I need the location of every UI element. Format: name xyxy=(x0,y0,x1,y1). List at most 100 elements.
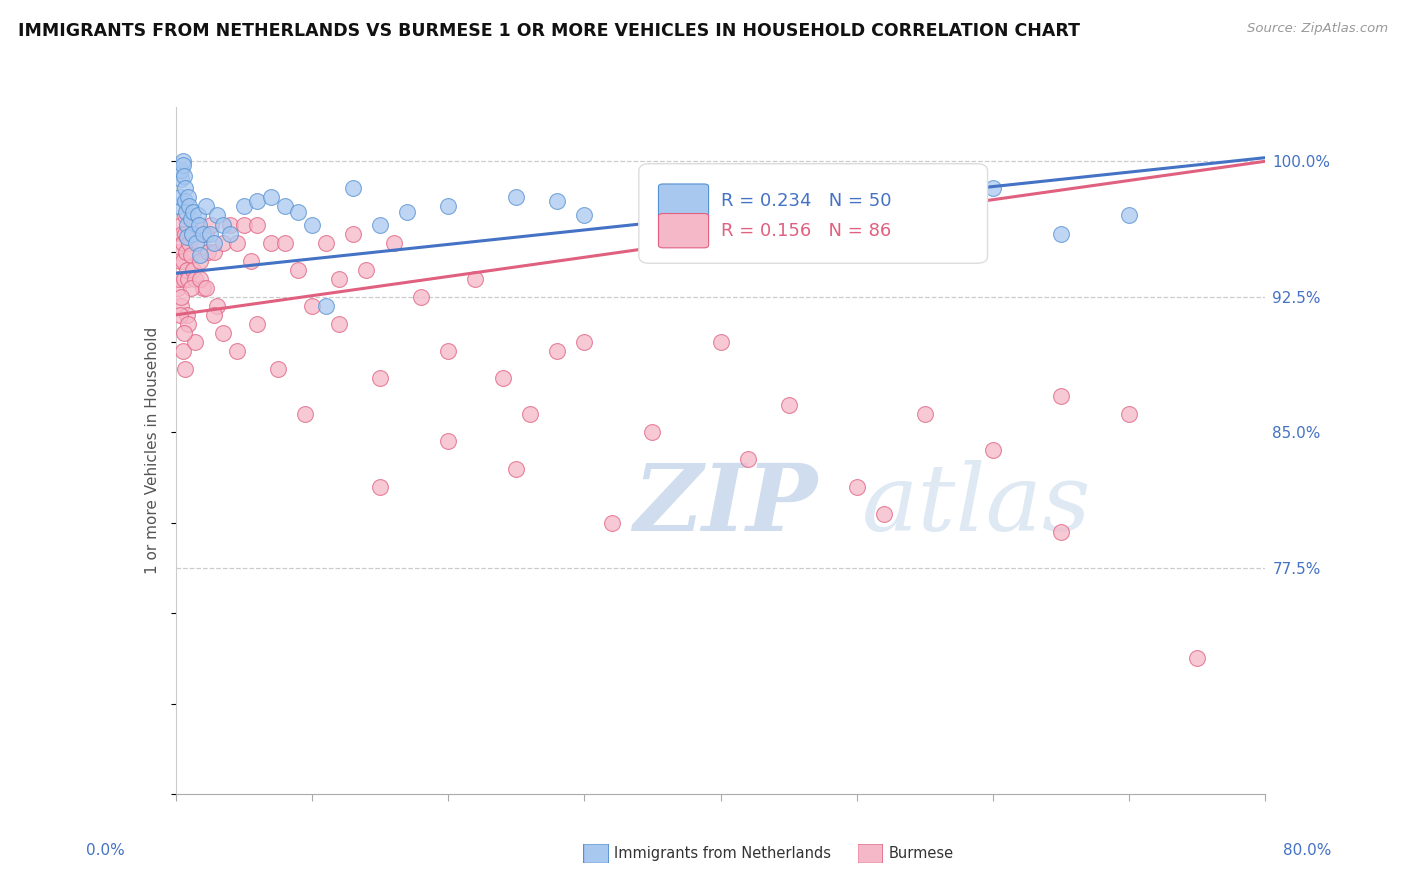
Point xyxy=(197,244,219,259)
Text: 0.0%: 0.0% xyxy=(86,843,125,858)
Point xyxy=(186,218,208,232)
Point xyxy=(546,194,568,208)
Point xyxy=(186,209,209,223)
Point xyxy=(301,218,323,232)
Point xyxy=(845,199,868,213)
Point xyxy=(232,199,254,213)
Point xyxy=(184,334,207,349)
Point xyxy=(1118,407,1140,421)
Point xyxy=(198,227,221,241)
Point xyxy=(274,199,297,213)
Point xyxy=(169,253,191,268)
Point xyxy=(464,271,486,285)
Point xyxy=(202,308,225,322)
Point xyxy=(737,452,759,467)
Point xyxy=(173,326,195,340)
Point xyxy=(183,205,205,219)
Point xyxy=(981,443,1004,458)
Point xyxy=(287,262,309,277)
Point xyxy=(274,235,297,250)
Point xyxy=(172,158,194,172)
Point xyxy=(172,154,194,169)
Point xyxy=(167,199,190,213)
Point xyxy=(188,253,211,268)
Point xyxy=(172,253,194,268)
Point xyxy=(169,172,191,186)
Point xyxy=(219,227,242,241)
Point xyxy=(177,190,200,204)
Point xyxy=(167,244,190,259)
Point xyxy=(188,271,211,285)
Point xyxy=(914,227,936,241)
Point xyxy=(183,262,205,277)
Point xyxy=(1050,524,1073,539)
Point xyxy=(315,235,337,250)
Point xyxy=(174,227,197,241)
Point xyxy=(173,181,195,195)
Point xyxy=(212,326,235,340)
Point xyxy=(187,218,209,232)
Point xyxy=(174,362,197,376)
Point xyxy=(232,218,254,232)
Point xyxy=(437,344,460,359)
Point xyxy=(169,190,191,204)
Point xyxy=(187,235,209,250)
FancyBboxPatch shape xyxy=(583,844,609,863)
Point xyxy=(710,199,733,213)
Point xyxy=(492,371,515,385)
Point xyxy=(914,407,936,421)
Text: R = 0.234   N = 50: R = 0.234 N = 50 xyxy=(721,192,891,211)
Point xyxy=(260,235,283,250)
Point xyxy=(505,190,527,204)
Text: IMMIGRANTS FROM NETHERLANDS VS BURMESE 1 OR MORE VEHICLES IN HOUSEHOLD CORRELATI: IMMIGRANTS FROM NETHERLANDS VS BURMESE 1… xyxy=(18,22,1080,40)
Point xyxy=(873,507,896,521)
Point xyxy=(212,218,235,232)
Text: Immigrants from Netherlands: Immigrants from Netherlands xyxy=(614,847,831,861)
Point xyxy=(170,299,193,313)
Text: Burmese: Burmese xyxy=(889,847,953,861)
Point xyxy=(202,244,225,259)
Point xyxy=(174,194,197,208)
Point xyxy=(191,281,214,295)
Point xyxy=(173,169,195,183)
Point xyxy=(574,334,596,349)
Point xyxy=(382,235,405,250)
Point xyxy=(778,398,800,412)
Point xyxy=(219,218,242,232)
Point xyxy=(328,317,350,331)
Point xyxy=(287,205,309,219)
Point xyxy=(641,425,664,440)
Point xyxy=(194,281,217,295)
Point xyxy=(177,271,200,285)
Point xyxy=(301,299,323,313)
Point xyxy=(169,308,191,322)
Point xyxy=(184,271,207,285)
Point xyxy=(170,227,193,241)
Point xyxy=(600,516,623,530)
FancyBboxPatch shape xyxy=(638,164,987,263)
Text: Source: ZipAtlas.com: Source: ZipAtlas.com xyxy=(1247,22,1388,36)
Point xyxy=(260,190,283,204)
Point xyxy=(205,209,228,223)
Point xyxy=(315,299,337,313)
Text: 80.0%: 80.0% xyxy=(1284,843,1331,858)
Text: atlas: atlas xyxy=(862,460,1091,550)
Point xyxy=(174,244,197,259)
Point xyxy=(778,190,800,204)
Point xyxy=(328,271,350,285)
Point xyxy=(173,271,195,285)
Point xyxy=(574,209,596,223)
Point xyxy=(186,235,208,250)
Point xyxy=(368,371,391,385)
Point xyxy=(176,230,198,244)
Point xyxy=(1118,209,1140,223)
Point xyxy=(194,199,217,213)
Point xyxy=(342,227,364,241)
FancyBboxPatch shape xyxy=(658,213,709,248)
Point xyxy=(176,218,198,232)
Point xyxy=(212,235,235,250)
Point xyxy=(505,461,527,475)
Point xyxy=(180,248,202,262)
Point xyxy=(710,334,733,349)
Point xyxy=(226,235,249,250)
